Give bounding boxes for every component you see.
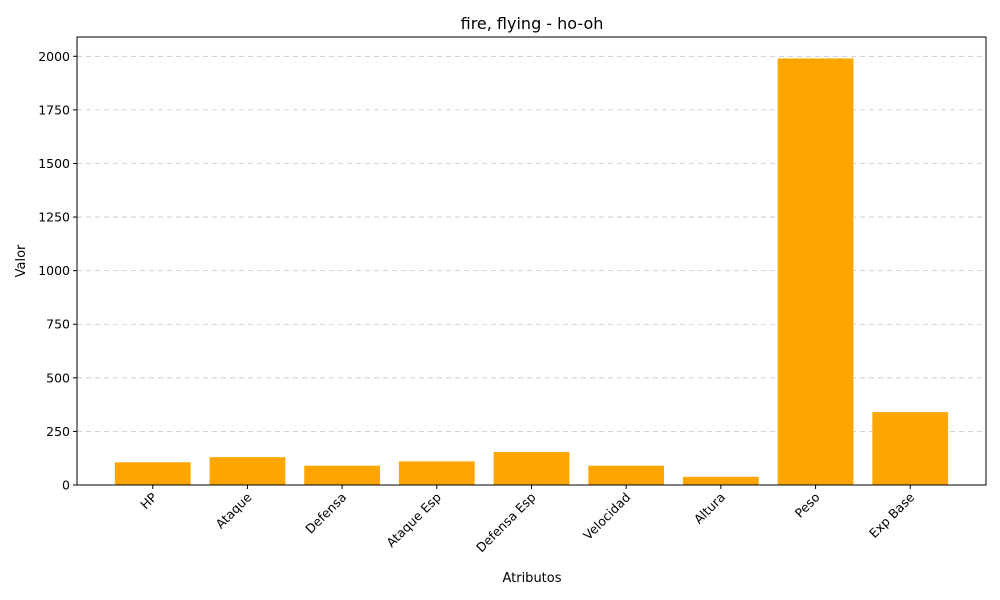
bar-ataque-esp [398,461,475,485]
x-axis-label: Atributos [502,571,561,586]
bar-altura [683,476,759,485]
x-tick-label: Velocidad [580,490,633,543]
bar-velocidad [588,465,665,485]
y-tick-label: 1000 [38,263,70,278]
x-tick-label: Peso [792,490,823,521]
y-tick-label: 0 [62,478,70,493]
bar-peso [777,58,854,486]
bar-defensa [304,465,380,485]
x-tick-label: Defensa Esp [473,489,539,555]
y-tick-label: 2000 [38,49,70,64]
y-tick-label: 1250 [38,210,70,225]
chart-title: fire, flying - ho-oh [461,14,604,33]
x-tick-label: HP [137,489,160,512]
y-tick-label: 250 [46,424,70,439]
bar-ataque [209,457,286,485]
bars [114,58,949,486]
x-tick-label: Ataque Esp [383,489,444,550]
y-axis-label: Valor [14,244,29,277]
y-tick-label: 500 [46,370,70,385]
y-axis-ticks: 0 250 500 750 1000 1250 1500 1750 2000 [38,49,77,493]
x-tick-label: Altura [691,490,728,527]
x-tick-label: Ataque [213,489,255,531]
x-tick-label: Exp Base [866,489,918,541]
x-axis-ticks: HP Ataque Defensa Ataque Esp Defensa Esp Velo… [137,485,918,555]
x-tick-label: Defensa [302,490,349,537]
bar-hp [114,462,191,485]
y-tick-label: 1750 [38,102,70,117]
y-tick-label: 750 [46,317,70,332]
bar-exp-base [872,412,949,485]
bar-defensa-esp [493,451,570,485]
y-tick-label: 1500 [38,156,70,171]
